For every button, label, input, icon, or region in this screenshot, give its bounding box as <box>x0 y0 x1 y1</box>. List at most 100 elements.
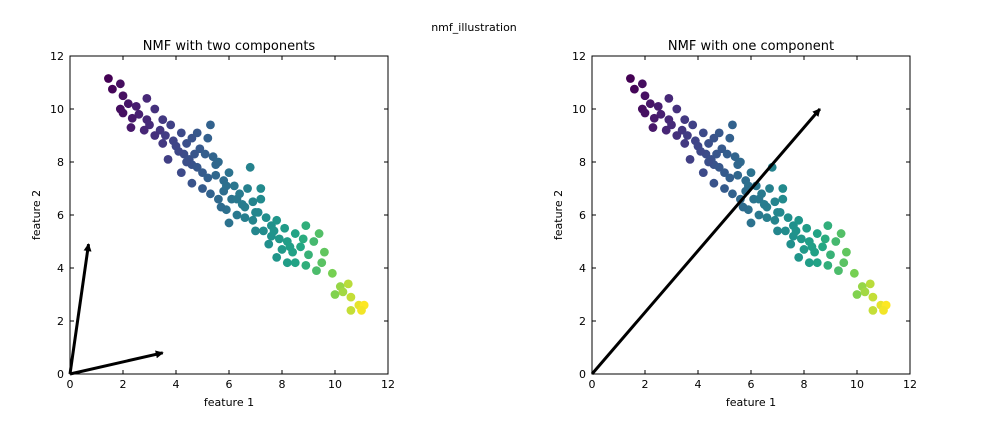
data-point <box>773 226 782 236</box>
data-point <box>746 218 756 228</box>
data-point <box>852 290 862 299</box>
data-point <box>799 245 809 254</box>
data-point <box>640 108 650 118</box>
data-point <box>277 245 287 254</box>
data-point <box>796 234 806 244</box>
data-point <box>240 213 250 223</box>
data-point <box>781 226 790 236</box>
y-tick-label: 8 <box>57 156 64 169</box>
data-point <box>190 149 199 159</box>
data-point <box>256 194 266 204</box>
y-tick-label: 12 <box>50 50 64 63</box>
data-point <box>807 242 817 252</box>
y-tick-label: 10 <box>572 103 586 116</box>
data-point <box>683 131 692 140</box>
data-point <box>150 104 160 114</box>
data-point <box>842 247 851 257</box>
data-point <box>259 226 268 236</box>
figure-title: nmf_illustration <box>431 21 517 34</box>
data-point <box>150 131 160 140</box>
data-point <box>176 128 186 138</box>
y-axis-label: feature 2 <box>30 190 43 240</box>
data-point <box>823 260 833 270</box>
data-point <box>134 109 144 119</box>
y-tick-label: 2 <box>579 315 586 328</box>
data-point <box>648 123 658 132</box>
data-point <box>312 266 321 276</box>
data-point <box>115 79 125 89</box>
data-point <box>108 84 117 94</box>
data-point <box>200 149 210 159</box>
data-point <box>733 170 743 180</box>
scatter-points <box>104 74 369 315</box>
data-point <box>280 223 290 233</box>
data-point <box>290 229 300 238</box>
data-point <box>127 113 137 123</box>
data-point <box>304 250 313 260</box>
plots-container: NMF with two components 0 2 4 6 8 10 12 0 2 4 6 8 10 1… <box>30 39 917 409</box>
x-tick-label: 12 <box>381 378 395 391</box>
data-point <box>645 99 655 109</box>
data-point <box>672 104 682 114</box>
data-point <box>327 268 337 278</box>
data-point <box>182 157 192 167</box>
x-axis-label: feature 1 <box>204 396 254 409</box>
data-point <box>836 229 846 238</box>
data-point <box>264 239 274 249</box>
data-point <box>224 218 234 228</box>
data-point <box>826 250 835 260</box>
data-point <box>198 184 207 193</box>
y-tick-label: 0 <box>57 368 64 381</box>
data-point <box>285 242 295 252</box>
data-point <box>698 128 708 138</box>
data-point <box>192 128 202 138</box>
data-point <box>661 125 671 135</box>
x-tick-label: 10 <box>850 378 864 391</box>
data-point <box>248 215 258 225</box>
data-point <box>158 115 168 124</box>
data-point <box>783 213 793 223</box>
data-point <box>126 123 136 132</box>
data-point <box>229 181 239 191</box>
data-point <box>245 162 255 172</box>
data-point <box>261 213 271 223</box>
data-point <box>720 184 729 193</box>
scatter-points <box>626 74 891 315</box>
plot-frame <box>69 55 389 375</box>
data-point <box>640 91 650 101</box>
data-point <box>203 173 213 183</box>
data-point <box>786 239 796 249</box>
data-point <box>762 213 772 223</box>
data-point <box>770 215 780 225</box>
x-tick-label: 8 <box>801 378 808 391</box>
data-point <box>211 170 221 180</box>
data-point <box>770 197 780 207</box>
data-point <box>709 178 719 188</box>
data-point <box>839 258 849 268</box>
data-point <box>232 210 242 220</box>
data-point <box>791 226 801 236</box>
plot-frame <box>591 55 911 375</box>
data-point <box>123 99 133 109</box>
data-point <box>346 292 356 302</box>
data-point <box>773 207 782 217</box>
y-tick-label: 4 <box>579 262 586 275</box>
data-point <box>203 133 213 143</box>
x-tick-label: 8 <box>279 378 286 391</box>
data-point <box>725 133 735 143</box>
data-point <box>343 279 353 289</box>
subplot-2: NMF with one component 0 2 4 6 8 10 12 0 2 4 6 8 10 12… <box>552 39 917 409</box>
data-point <box>812 229 822 238</box>
data-point <box>820 234 830 244</box>
data-point <box>269 226 279 236</box>
y-tick-label: 4 <box>57 262 64 275</box>
data-point <box>256 184 266 193</box>
data-point <box>696 147 706 156</box>
data-point <box>804 258 814 268</box>
data-point <box>778 184 788 193</box>
data-point <box>282 258 292 268</box>
x-tick-label: 4 <box>695 378 702 391</box>
data-point <box>685 154 695 164</box>
data-point <box>290 258 300 268</box>
